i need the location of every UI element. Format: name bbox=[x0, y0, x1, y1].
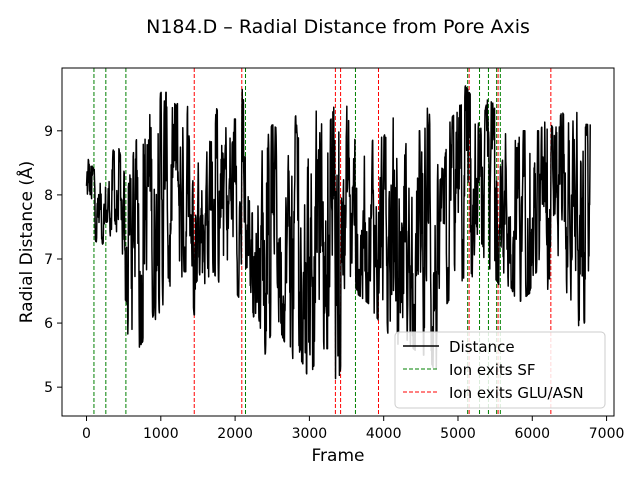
y-tick-label: 5 bbox=[44, 380, 53, 396]
x-axis: 0 1000 2000 3000 4000 5000 6000 7000 bbox=[82, 416, 624, 442]
y-axis-label: Radial Distance (Å) bbox=[15, 161, 37, 324]
x-axis-label: Frame bbox=[312, 446, 365, 466]
x-tick-label: 2000 bbox=[217, 426, 253, 442]
legend-label-distance: Distance bbox=[449, 338, 515, 356]
legend-box bbox=[394, 331, 606, 409]
distance-series-line bbox=[85, 85, 591, 380]
y-tick-label: 6 bbox=[44, 316, 53, 332]
y-axis: 5 6 7 8 9 bbox=[44, 124, 62, 396]
x-tick-label: 4000 bbox=[366, 426, 402, 442]
y-tick-label: 7 bbox=[44, 252, 53, 268]
x-tick-label: 6000 bbox=[514, 426, 550, 442]
plot-frame bbox=[61, 67, 615, 417]
legend: Distance Ion exits SF Ion exits GLU/ASN bbox=[394, 331, 606, 409]
series-layer bbox=[85, 85, 591, 380]
x-tick-label: 5000 bbox=[440, 426, 476, 442]
x-tick-label: 7000 bbox=[589, 426, 625, 442]
y-tick-label: 9 bbox=[44, 124, 53, 140]
legend-label-ion-exits-glu-asn: Ion exits GLU/ASN bbox=[449, 384, 584, 402]
legend-label-ion-exits-sf: Ion exits SF bbox=[449, 361, 536, 379]
y-tick-label: 8 bbox=[44, 188, 53, 204]
x-tick-label: 1000 bbox=[143, 426, 179, 442]
x-tick-label: 3000 bbox=[292, 426, 328, 442]
x-tick-label: 0 bbox=[82, 426, 91, 442]
chart-title: N184.D – Radial Distance from Pore Axis bbox=[146, 16, 530, 38]
